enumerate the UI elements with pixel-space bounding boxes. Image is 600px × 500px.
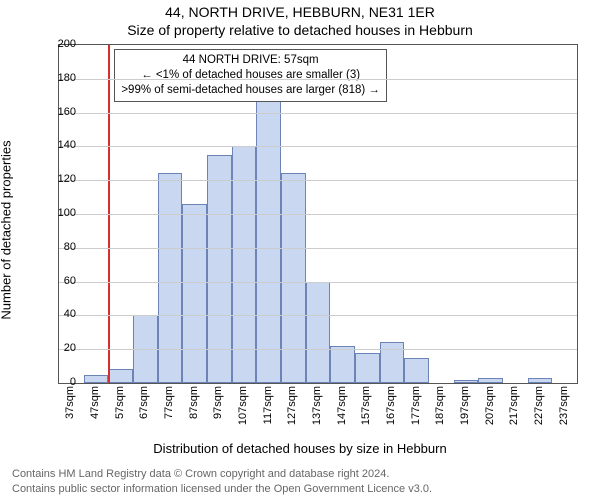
- gridline: [59, 349, 577, 350]
- x-tick-label: 187sqm: [434, 386, 446, 425]
- y-tick-label: 60: [64, 275, 76, 287]
- histogram-bar: [232, 146, 257, 383]
- gridline: [59, 79, 577, 80]
- histogram-bar: [528, 378, 553, 383]
- x-tick-label: 227sqm: [533, 386, 545, 425]
- histogram-bar: [306, 282, 331, 383]
- histogram-bar: [478, 378, 503, 383]
- footer-line-1: Contains HM Land Registry data © Crown c…: [12, 467, 600, 481]
- histogram-bar: [330, 346, 355, 383]
- histogram-bar: [454, 380, 479, 383]
- x-tick-label: 127sqm: [286, 386, 298, 425]
- x-tick-label: 67sqm: [138, 386, 150, 419]
- title-address: 44, NORTH DRIVE, HEBBURN, NE31 1ER: [0, 4, 600, 20]
- x-tick-label: 47sqm: [89, 386, 101, 419]
- y-tick-label: 160: [58, 106, 76, 118]
- annotation-line-2: ← <1% of detached houses are smaller (3): [121, 68, 380, 83]
- plot-area: 44 NORTH DRIVE: 57sqm ← <1% of detached …: [58, 44, 578, 384]
- histogram-bar: [404, 358, 429, 383]
- y-tick-label: 80: [64, 241, 76, 253]
- y-tick-label: 20: [64, 342, 76, 354]
- y-tick-label: 120: [58, 173, 76, 185]
- y-tick-label: 40: [64, 308, 76, 320]
- gridline: [59, 214, 577, 215]
- gridline: [59, 113, 577, 114]
- x-tick-label: 57sqm: [114, 386, 126, 419]
- title-subtitle: Size of property relative to detached ho…: [0, 22, 600, 38]
- x-tick-label: 237sqm: [558, 386, 570, 425]
- histogram-bar: [158, 173, 183, 383]
- x-tick-label: 157sqm: [360, 386, 372, 425]
- histogram-bar: [108, 369, 133, 383]
- x-tick-label: 37sqm: [64, 386, 76, 419]
- histogram-bar: [281, 173, 306, 383]
- y-tick-label: 100: [58, 207, 76, 219]
- x-axis-label: Distribution of detached houses by size …: [0, 441, 600, 456]
- x-tick-label: 97sqm: [212, 386, 224, 419]
- histogram-bar: [355, 353, 380, 383]
- annotation-line-3: >99% of semi-detached houses are larger …: [121, 83, 380, 98]
- y-tick-label: 180: [58, 72, 76, 84]
- annotation-box: 44 NORTH DRIVE: 57sqm ← <1% of detached …: [114, 49, 387, 102]
- x-tick-label: 207sqm: [484, 386, 496, 425]
- x-tick-label: 167sqm: [385, 386, 397, 425]
- histogram-bar: [256, 99, 281, 383]
- gridline: [59, 282, 577, 283]
- x-tick-label: 147sqm: [336, 386, 348, 425]
- x-tick-label: 77sqm: [163, 386, 175, 419]
- footer-line-2: Contains public sector information licen…: [12, 482, 600, 496]
- histogram-bar: [182, 204, 207, 383]
- chart-container: 44, NORTH DRIVE, HEBBURN, NE31 1ER Size …: [0, 0, 600, 500]
- y-tick-label: 140: [58, 139, 76, 151]
- x-tick-label: 217sqm: [508, 386, 520, 425]
- y-tick-label: 200: [58, 38, 76, 50]
- gridline: [59, 146, 577, 147]
- annotation-line-1: 44 NORTH DRIVE: 57sqm: [121, 53, 380, 68]
- gridline: [59, 180, 577, 181]
- x-tick-label: 177sqm: [410, 386, 422, 425]
- x-tick-label: 137sqm: [311, 386, 323, 425]
- y-axis-label: Number of detached properties: [0, 140, 14, 319]
- gridline: [59, 315, 577, 316]
- x-tick-label: 107sqm: [237, 386, 249, 425]
- x-tick-label: 197sqm: [459, 386, 471, 425]
- x-tick-label: 87sqm: [188, 386, 200, 419]
- attribution-footer: Contains HM Land Registry data © Crown c…: [0, 467, 600, 496]
- histogram-bar: [84, 375, 109, 383]
- gridline: [59, 248, 577, 249]
- x-tick-label: 117sqm: [262, 386, 274, 424]
